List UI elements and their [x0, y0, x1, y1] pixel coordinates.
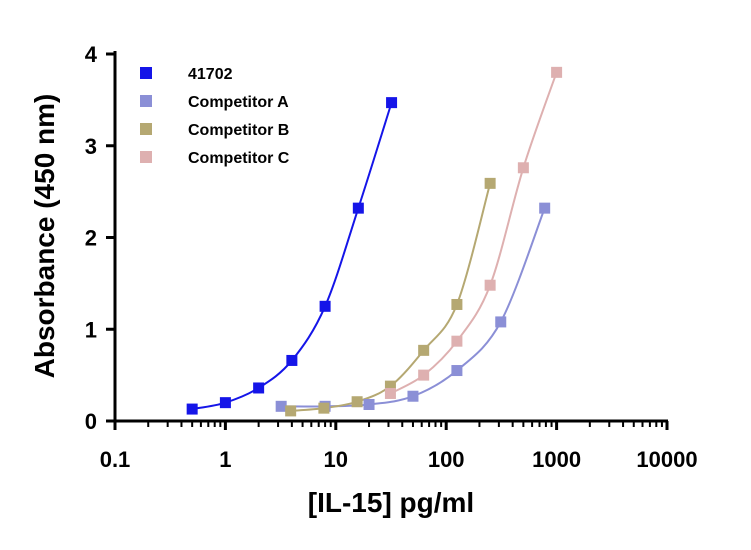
fit-curve-3	[389, 72, 558, 395]
y-tick-label: 0	[85, 409, 97, 434]
y-tick-label: 4	[85, 42, 98, 67]
x-tick-label: 100	[428, 447, 465, 472]
data-point	[384, 387, 396, 399]
data-point	[451, 335, 463, 347]
data-point	[318, 402, 330, 414]
data-point	[517, 162, 529, 174]
legend-label: Competitor A	[188, 94, 289, 111]
data-point	[386, 97, 398, 109]
data-point	[285, 405, 297, 417]
data-point	[451, 365, 463, 377]
data-point	[186, 403, 198, 415]
legend-marker	[140, 123, 152, 135]
legend-marker	[140, 95, 152, 107]
x-tick-label: 10	[324, 447, 348, 472]
data-point	[451, 298, 463, 310]
axis-ticks: 0.1 1 10 100 1000 10000 0 1 2 3 4	[85, 42, 698, 472]
x-tick-label: 1000	[532, 447, 581, 472]
data-point	[363, 398, 375, 410]
data-point	[407, 390, 419, 402]
x-tick-label: 0.1	[100, 447, 131, 472]
data-point	[418, 344, 430, 356]
data-point	[351, 396, 363, 408]
legend-marker	[140, 67, 152, 79]
data-point	[352, 202, 364, 214]
data-point	[384, 380, 396, 392]
y-axis-title: Absorbance (450 nm)	[29, 94, 60, 379]
data-point	[551, 66, 563, 78]
data-point	[275, 400, 287, 412]
data-point	[319, 300, 331, 312]
data-points	[186, 66, 563, 417]
y-tick-label: 3	[85, 134, 97, 159]
y-tick-label: 1	[85, 317, 97, 342]
x-tick-label: 10000	[636, 447, 697, 472]
data-point	[484, 177, 496, 189]
x-axis-title: [IL-15] pg/ml	[308, 487, 474, 518]
legend-label: Competitor B	[188, 122, 289, 139]
legend-label: Competitor C	[188, 150, 290, 167]
y-tick-label: 2	[85, 226, 97, 251]
legend: 41702 Competitor A Competitor B Competitor …	[140, 66, 290, 167]
data-point	[418, 369, 430, 381]
data-point	[253, 382, 265, 394]
data-point	[286, 354, 298, 366]
data-point	[539, 202, 551, 214]
x-tick-label: 1	[219, 447, 231, 472]
fit-curve-2	[290, 183, 492, 412]
data-point	[495, 316, 507, 328]
legend-marker	[140, 151, 152, 163]
legend-label: 41702	[188, 66, 233, 83]
data-point	[219, 397, 231, 409]
data-point	[484, 279, 496, 291]
